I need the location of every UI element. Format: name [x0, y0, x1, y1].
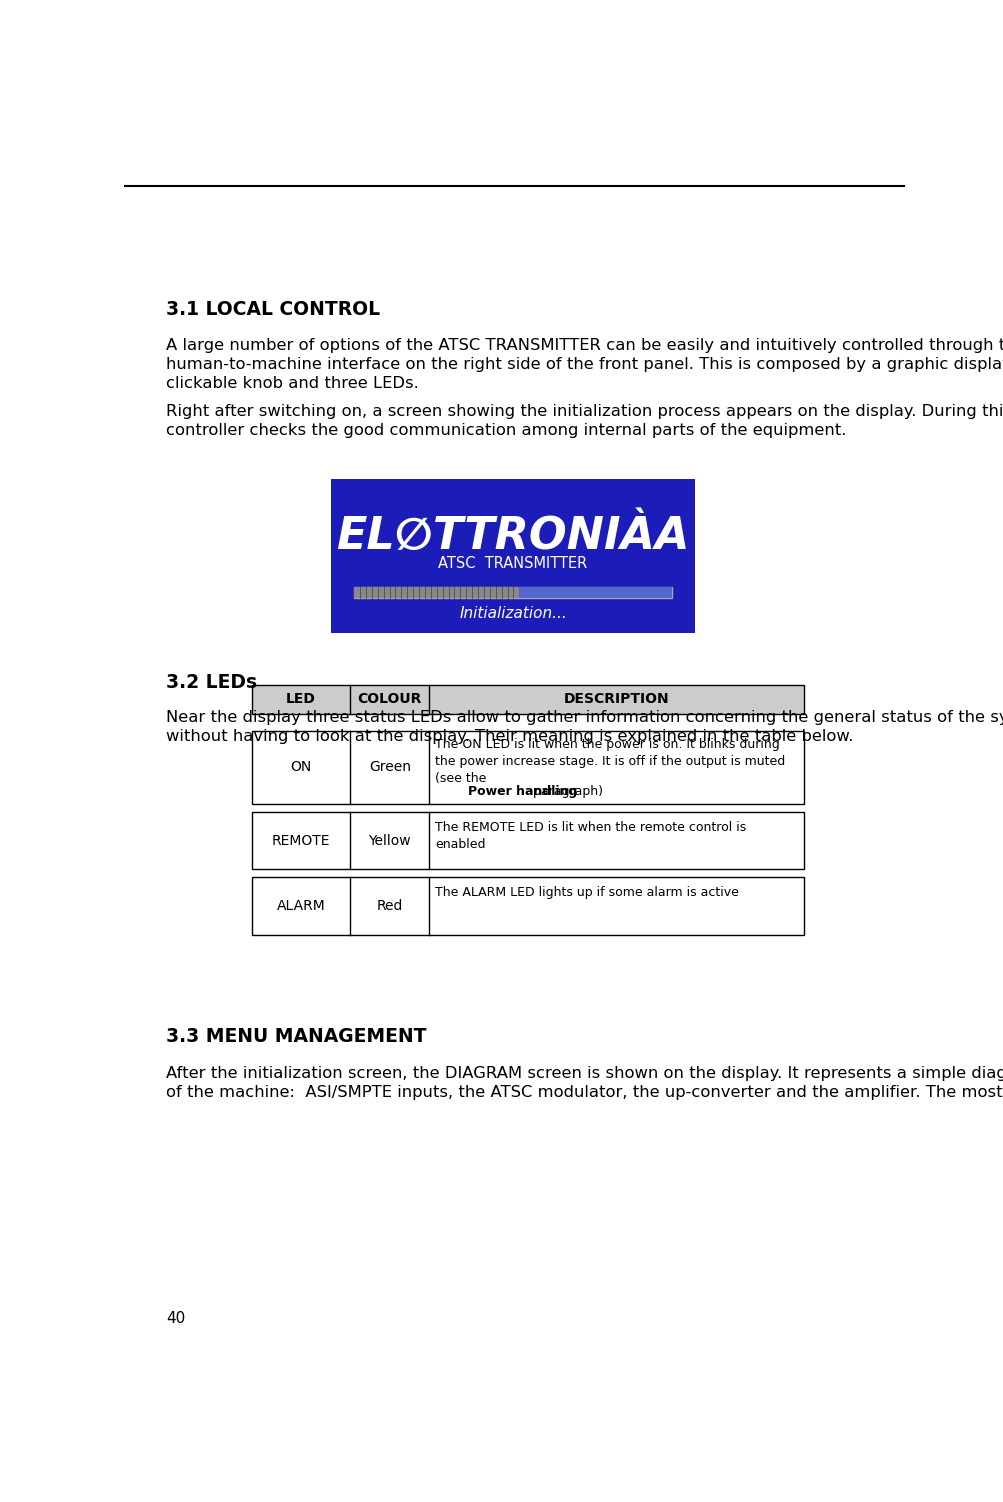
- Text: EL∅TTRONIÀA: EL∅TTRONIÀA: [336, 515, 689, 559]
- Bar: [331, 479, 694, 632]
- Text: Power handling: Power handling: [467, 784, 577, 798]
- Text: A large number of options of the ATSC TRANSMITTER can be easily and intuitively : A large number of options of the ATSC TR…: [165, 338, 1003, 392]
- Text: Yellow: Yellow: [368, 834, 410, 847]
- Text: After the initialization screen, the DIAGRAM screen is shown on the display. It : After the initialization screen, the DIA…: [165, 1066, 1003, 1099]
- Bar: [354, 587, 519, 598]
- Bar: [252, 731, 802, 804]
- Text: 3.3 MENU MANAGEMENT: 3.3 MENU MANAGEMENT: [165, 1027, 426, 1047]
- Text: 3.2 LEDs: 3.2 LEDs: [165, 673, 257, 692]
- Bar: [252, 877, 802, 934]
- Text: Green: Green: [368, 760, 410, 775]
- Text: The ON LED is lit when the power is on. It blinks during
the power increase stag: The ON LED is lit when the power is on. …: [435, 739, 785, 786]
- Text: ALARM: ALARM: [277, 900, 325, 913]
- Text: Red: Red: [376, 900, 402, 913]
- Text: The REMOTE LED is lit when the remote control is
enabled: The REMOTE LED is lit when the remote co…: [435, 822, 746, 850]
- Bar: [252, 685, 802, 713]
- Text: Right after switching on, a screen showing the initialization process appears on: Right after switching on, a screen showi…: [165, 404, 1003, 437]
- Text: The ALARM LED lights up if some alarm is active: The ALARM LED lights up if some alarm is…: [435, 886, 738, 900]
- Text: REMOTE: REMOTE: [272, 834, 330, 847]
- Text: paragraph): paragraph): [529, 784, 603, 798]
- Bar: [252, 811, 802, 870]
- Text: Initialization...: Initialization...: [458, 607, 567, 622]
- Bar: [252, 685, 802, 713]
- Text: DESCRIPTION: DESCRIPTION: [563, 692, 669, 706]
- Text: LED: LED: [286, 692, 316, 706]
- Text: 40: 40: [165, 1311, 185, 1326]
- Text: ON: ON: [290, 760, 311, 775]
- Bar: [519, 587, 671, 598]
- Text: ATSC  TRANSMITTER: ATSC TRANSMITTER: [438, 556, 587, 571]
- Text: 3.1 LOCAL CONTROL: 3.1 LOCAL CONTROL: [165, 299, 379, 318]
- Text: COLOUR: COLOUR: [357, 692, 421, 706]
- Bar: [354, 587, 671, 598]
- Text: Near the display three status LEDs allow to gather information concerning the ge: Near the display three status LEDs allow…: [165, 710, 1003, 743]
